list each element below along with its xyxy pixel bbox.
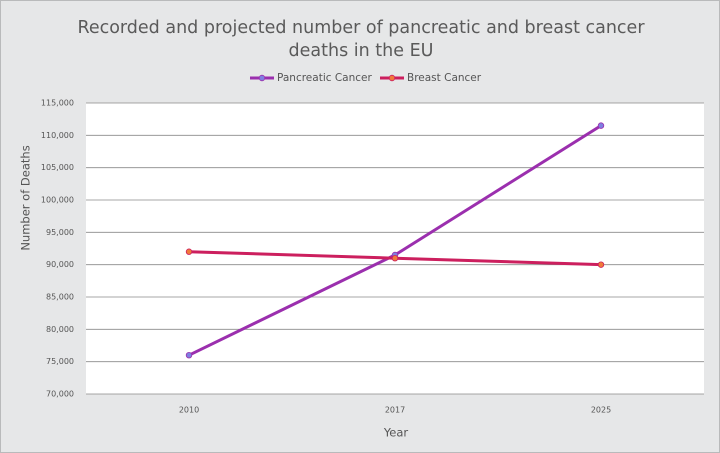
y-tick-label: 70,000 (46, 390, 74, 399)
chart-title: Recorded and projected number of pancrea… (77, 18, 645, 61)
data-point (391, 255, 399, 262)
x-tick-label: 2017 (385, 406, 405, 415)
y-tick-label: 115,000 (41, 99, 74, 108)
plot-area (86, 103, 704, 394)
y-tick-label: 85,000 (46, 293, 74, 302)
legend-marker (388, 74, 396, 82)
data-point (185, 248, 193, 255)
legend-label: Pancreatic Cancer (277, 72, 373, 84)
y-tick-label: 80,000 (46, 325, 74, 334)
y-tick-label: 110,000 (41, 131, 74, 140)
data-point (597, 261, 605, 268)
y-tick-label: 75,000 (46, 357, 74, 366)
y-axis-label: Number of Deaths (19, 145, 33, 250)
y-tick-label: 105,000 (41, 163, 74, 172)
x-axis-label: Year (383, 426, 409, 440)
y-tick-label: 100,000 (41, 196, 74, 205)
legend-label: Breast Cancer (407, 72, 482, 84)
data-point (185, 352, 193, 359)
x-tick-label: 2010 (179, 406, 199, 415)
x-tick-label: 2025 (591, 406, 611, 415)
data-point (597, 122, 605, 129)
legend-marker (258, 74, 266, 82)
y-tick-label: 90,000 (46, 260, 74, 269)
y-tick-label: 95,000 (46, 228, 74, 237)
